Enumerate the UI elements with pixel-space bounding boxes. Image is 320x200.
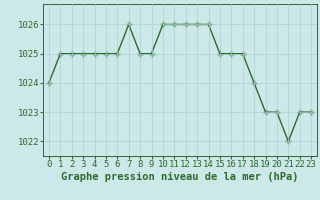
- X-axis label: Graphe pression niveau de la mer (hPa): Graphe pression niveau de la mer (hPa): [61, 172, 299, 182]
